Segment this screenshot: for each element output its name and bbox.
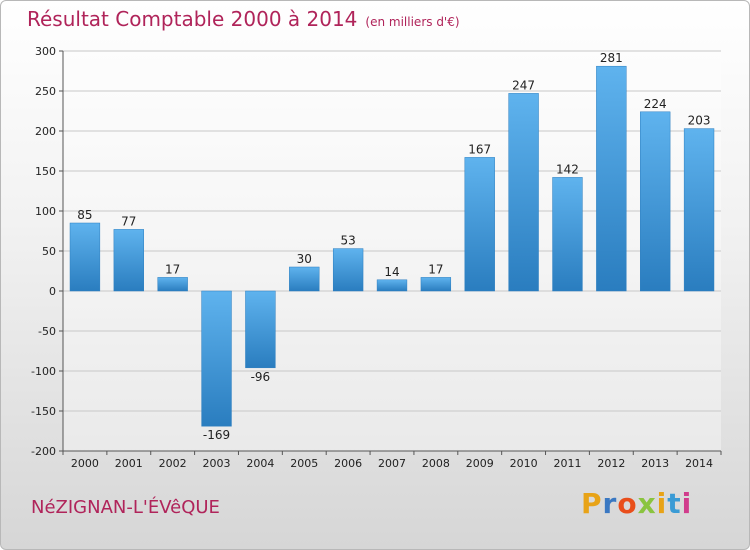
logo-letter: P: [581, 487, 603, 520]
data-label: 17: [428, 262, 443, 276]
x-tick-label: 2011: [553, 457, 581, 470]
y-tick-label: 50: [42, 245, 56, 258]
data-label: 85: [77, 208, 92, 222]
bar: [113, 229, 144, 292]
x-tick-label: 2004: [246, 457, 274, 470]
bar: [157, 277, 188, 292]
logo-letter: t: [667, 487, 682, 520]
bar: [552, 177, 583, 292]
data-label: 77: [121, 214, 136, 228]
data-label: -169: [203, 428, 230, 442]
x-tick-label: 2007: [378, 457, 406, 470]
bar: [508, 93, 539, 292]
logo-letter: i: [656, 487, 668, 520]
proxiti-logo: Proxiti: [581, 487, 692, 520]
x-tick-label: 2005: [290, 457, 318, 470]
bar: [245, 290, 276, 369]
x-tick-label: 2009: [466, 457, 494, 470]
data-label: 281: [600, 51, 623, 65]
y-tick-label: 150: [35, 165, 56, 178]
y-tick-label: 0: [49, 285, 56, 298]
data-label: 17: [165, 262, 180, 276]
x-tick-label: 2003: [203, 457, 231, 470]
data-label: 30: [297, 252, 312, 266]
y-tick-label: -100: [31, 365, 56, 378]
y-tick-label: -150: [31, 405, 56, 418]
x-tick-label: 2012: [597, 457, 625, 470]
y-tick-label: 300: [35, 45, 56, 58]
bar: [420, 277, 452, 292]
bar: [683, 128, 715, 292]
logo-letter: o: [617, 487, 638, 520]
bar: [596, 65, 627, 292]
bar: [289, 266, 320, 292]
y-tick-label: 250: [35, 85, 56, 98]
bar: [376, 279, 408, 292]
x-tick-label: 2010: [510, 457, 538, 470]
logo-letter: r: [602, 487, 618, 520]
x-tick-label: 2000: [71, 457, 99, 470]
data-label: 142: [556, 162, 579, 176]
commune-name: NéZIGNAN-L'ÉVêQUE: [31, 497, 220, 518]
data-label: 53: [340, 234, 355, 248]
x-tick-label: 2008: [422, 457, 450, 470]
bar: [69, 222, 101, 292]
data-label: 167: [468, 142, 491, 156]
bar: [332, 248, 364, 292]
x-tick-label: 2002: [159, 457, 187, 470]
chart-title-text: Résultat Comptable 2000 à 2014: [27, 7, 358, 31]
chart-title: Résultat Comptable 2000 à 2014 (en millie…: [27, 7, 460, 31]
chart-unit: (en milliers d'€): [365, 15, 460, 29]
data-label: 247: [512, 78, 535, 92]
bar: [464, 157, 495, 292]
bar: [201, 290, 232, 427]
data-label: 14: [384, 265, 399, 279]
logo-letter: x: [637, 487, 657, 520]
x-tick-label: 2014: [685, 457, 713, 470]
x-tick-label: 2001: [115, 457, 143, 470]
logo-letter: i: [681, 487, 693, 520]
y-tick-label: -50: [38, 325, 56, 338]
data-label: 224: [644, 97, 667, 111]
y-tick-label: 100: [35, 205, 56, 218]
bar: [640, 111, 671, 292]
y-tick-label: 200: [35, 125, 56, 138]
x-tick-label: 2006: [334, 457, 362, 470]
x-tick-label: 2013: [641, 457, 669, 470]
y-tick-label: -200: [31, 445, 56, 458]
data-label: -96: [251, 370, 271, 384]
data-label: 203: [688, 114, 711, 128]
